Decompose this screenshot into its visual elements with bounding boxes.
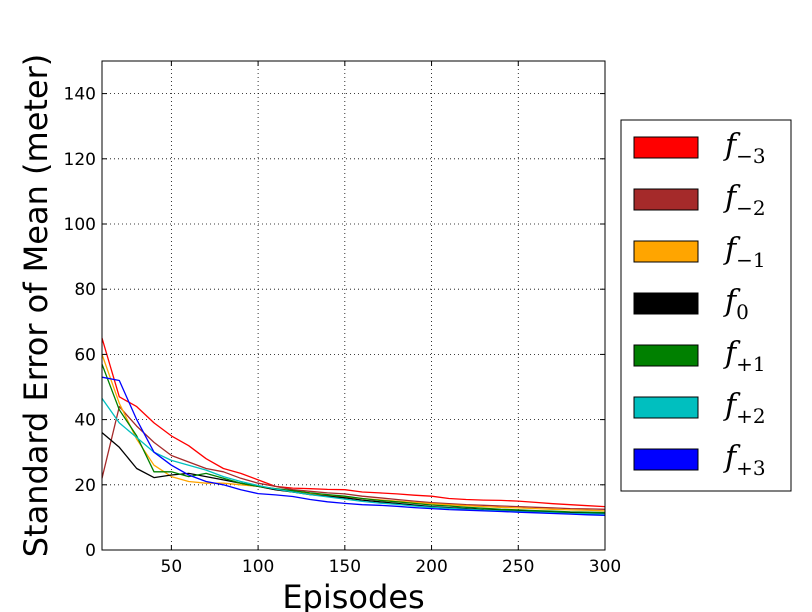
legend-label-subscript: −3 bbox=[736, 144, 765, 168]
series-line-2 bbox=[101, 354, 606, 512]
series-line-0 bbox=[101, 337, 606, 508]
legend-label-subscript: +1 bbox=[736, 352, 765, 376]
legend-swatch bbox=[633, 188, 699, 211]
y-tick-label: 80 bbox=[74, 280, 96, 300]
legend-item: f−2 bbox=[633, 180, 766, 220]
x-tick-label: 50 bbox=[161, 557, 183, 577]
legend-label: f−2 bbox=[723, 180, 766, 220]
x-axis-title: Episodes bbox=[282, 578, 424, 612]
y-tick-label: 20 bbox=[74, 476, 96, 496]
legend-swatch bbox=[633, 448, 699, 471]
legend-item: f−3 bbox=[633, 128, 766, 168]
y-tick-label: 140 bbox=[64, 85, 96, 105]
legend-swatch bbox=[633, 292, 699, 315]
legend-item: f+3 bbox=[633, 440, 766, 480]
legend-swatch bbox=[633, 136, 699, 159]
series-line-4 bbox=[101, 363, 606, 514]
legend-label-subscript: 0 bbox=[736, 300, 749, 324]
legend-label-subscript: −1 bbox=[736, 248, 765, 272]
series-line-5 bbox=[101, 398, 606, 515]
x-tick-label: 300 bbox=[589, 557, 621, 577]
x-tick-label: 100 bbox=[242, 557, 274, 577]
series-lines bbox=[101, 337, 606, 517]
x-tick-label: 150 bbox=[329, 557, 361, 577]
x-tick-label: 200 bbox=[415, 557, 447, 577]
y-tick-label: 0 bbox=[85, 541, 96, 561]
y-axis-title: Standard Error of Mean (meter) bbox=[17, 54, 55, 558]
y-tick-label: 120 bbox=[64, 150, 96, 170]
legend-swatch bbox=[633, 240, 699, 263]
y-tick-label: 40 bbox=[74, 411, 96, 431]
grid-lines bbox=[102, 61, 606, 551]
x-tick-label: 250 bbox=[502, 557, 534, 577]
legend-item: f+1 bbox=[633, 336, 766, 376]
y-tick-label: 60 bbox=[74, 345, 96, 365]
axis-ticks: 50 100 150 200 250 300 0 20 40 60 80 100 120 140 bbox=[64, 61, 621, 577]
legend-label-subscript: +2 bbox=[736, 404, 765, 428]
series-line-6 bbox=[101, 376, 606, 517]
legend-label-subscript: +3 bbox=[736, 456, 765, 480]
series-line-1 bbox=[101, 405, 606, 510]
legend-swatch bbox=[633, 396, 699, 419]
legend-label-subscript: −2 bbox=[736, 196, 765, 220]
plot-frame bbox=[101, 60, 606, 551]
y-tick-label: 100 bbox=[64, 215, 96, 235]
legend-swatch bbox=[633, 344, 699, 367]
